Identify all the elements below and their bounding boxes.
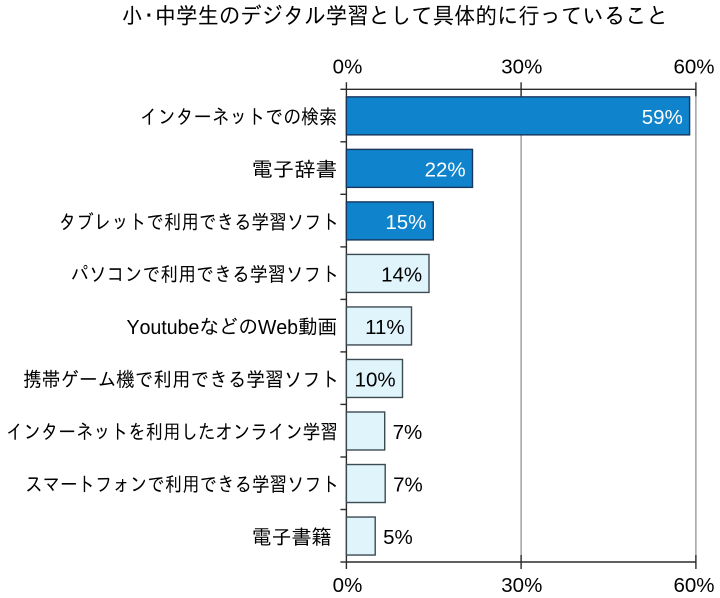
svg-text:14%: 14% bbox=[381, 263, 422, 286]
svg-text:30%: 30% bbox=[501, 55, 542, 78]
svg-text:15%: 15% bbox=[385, 211, 426, 234]
svg-text:10%: 10% bbox=[355, 368, 396, 391]
svg-text:22%: 22% bbox=[425, 158, 466, 181]
svg-text:60%: 60% bbox=[673, 574, 714, 597]
svg-text:5%: 5% bbox=[383, 526, 413, 549]
svg-text:11%: 11% bbox=[365, 316, 405, 339]
svg-text:0%: 0% bbox=[333, 55, 363, 78]
svg-text:7%: 7% bbox=[393, 421, 423, 444]
svg-text:30%: 30% bbox=[501, 574, 542, 597]
svg-text:7%: 7% bbox=[393, 474, 423, 497]
svg-text:60%: 60% bbox=[673, 55, 714, 78]
svg-text:0%: 0% bbox=[333, 574, 363, 597]
svg-text:59%: 59% bbox=[642, 106, 683, 129]
